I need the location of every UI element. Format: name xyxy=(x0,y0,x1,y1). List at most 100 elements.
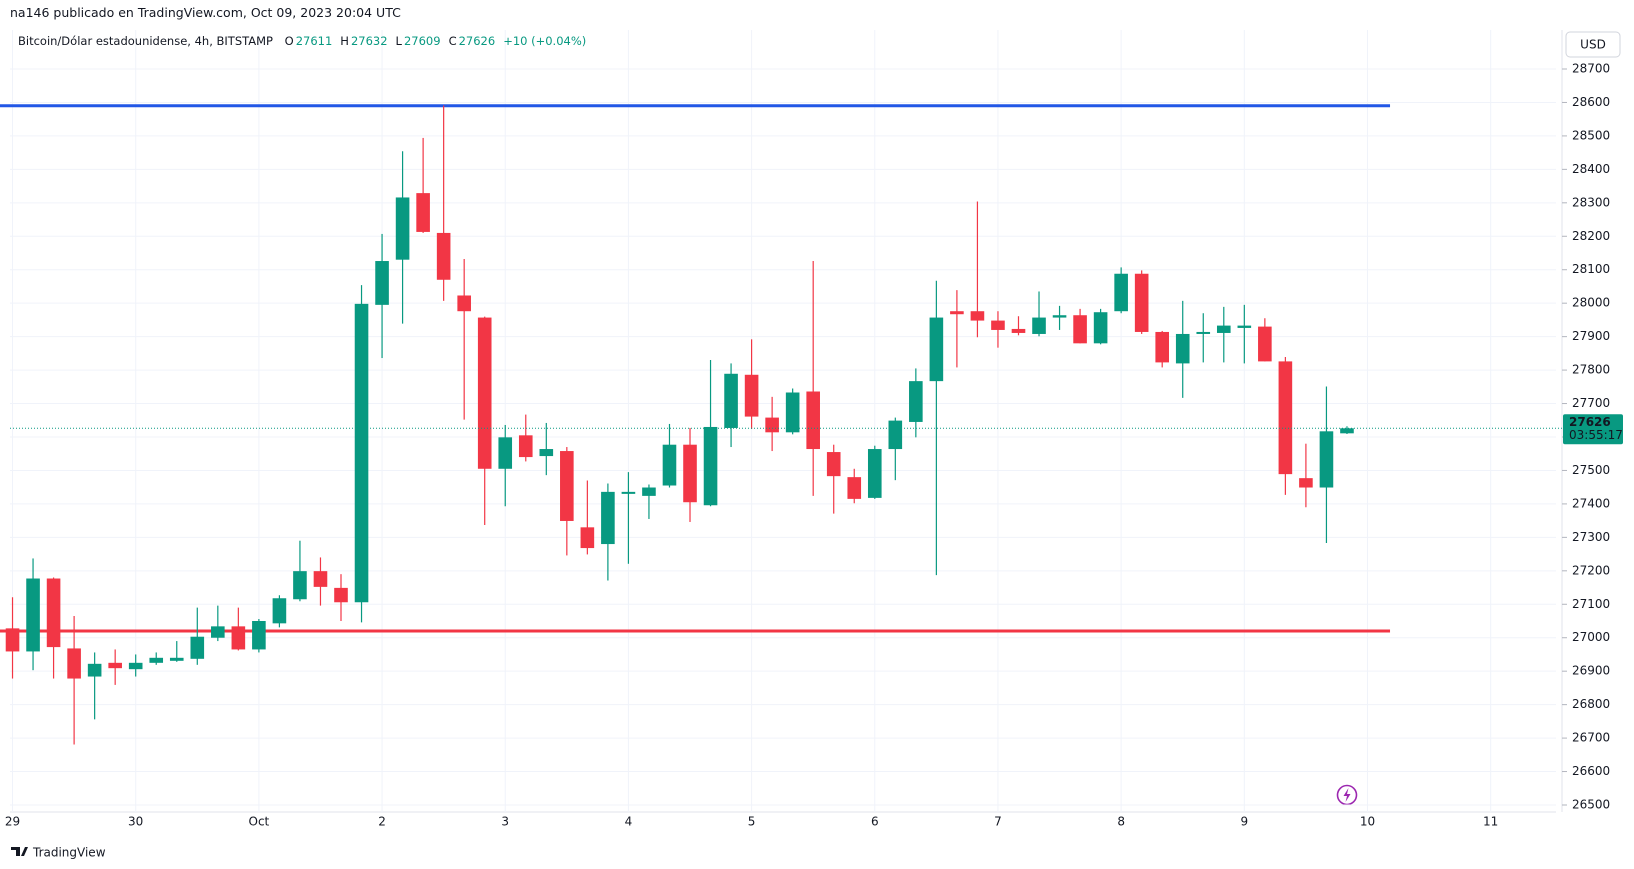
candle-body xyxy=(518,435,533,458)
x-tick-label: 9 xyxy=(1240,815,1248,829)
candle-body xyxy=(5,628,20,652)
candle-body xyxy=(703,426,718,506)
ohlc-letter: H xyxy=(340,34,349,48)
candle-body xyxy=(252,621,266,650)
candle-body xyxy=(785,392,800,433)
last-price-label: 27626 xyxy=(1569,415,1611,429)
countdown: 03:55:17 xyxy=(1569,428,1623,442)
change: +10 (+0.04%) xyxy=(503,34,587,48)
candle-body xyxy=(375,261,389,305)
y-tick-label: 27700 xyxy=(1572,396,1610,410)
y-tick-label: 28700 xyxy=(1572,62,1610,76)
candle-body xyxy=(67,648,81,679)
candle-body xyxy=(334,587,348,603)
alert-icon xyxy=(1336,784,1358,806)
candle-body xyxy=(867,449,882,498)
y-tick-label: 27400 xyxy=(1572,496,1610,510)
candle-body xyxy=(416,193,430,232)
candle-body xyxy=(354,303,369,603)
ohlc-value: 27626 xyxy=(458,34,496,48)
y-tick-label: 28600 xyxy=(1572,95,1610,109)
y-tick-label: 26700 xyxy=(1572,731,1610,745)
candle-body xyxy=(580,527,595,549)
x-tick-label: 5 xyxy=(748,815,756,829)
candle-body xyxy=(293,571,307,600)
candle-body xyxy=(991,320,1005,330)
candle-body xyxy=(888,420,903,450)
candle-body xyxy=(662,444,677,486)
candle-body xyxy=(1073,315,1087,344)
ohlc-letter: C xyxy=(448,34,457,48)
candle-body xyxy=(683,444,697,503)
y-tick-label: 27000 xyxy=(1572,630,1610,644)
x-tick-label: 10 xyxy=(1360,815,1375,829)
y-tick-label: 28000 xyxy=(1572,296,1610,310)
candle-body xyxy=(1032,317,1046,334)
candle-body xyxy=(87,663,102,677)
y-tick-label: 28200 xyxy=(1572,229,1610,243)
y-tick-label: 28100 xyxy=(1572,262,1610,276)
candle-body xyxy=(1093,312,1108,344)
candle-body xyxy=(621,491,636,494)
candle-body xyxy=(477,317,492,469)
candle-body xyxy=(1052,315,1067,318)
candle-body xyxy=(457,295,471,312)
y-tick-label: 28400 xyxy=(1572,162,1610,176)
y-tick-label: 28300 xyxy=(1572,195,1610,209)
ohlc-letter: O xyxy=(284,34,294,48)
ohlc-value: 27611 xyxy=(295,34,333,48)
candle-body xyxy=(1175,333,1190,364)
candle-body xyxy=(149,657,164,663)
y-tick-label: 27900 xyxy=(1572,329,1610,343)
x-tick-label: Oct xyxy=(249,815,270,829)
last-price-box xyxy=(1563,414,1623,445)
candle-body xyxy=(436,232,451,280)
candle-body xyxy=(26,578,40,652)
candle-body xyxy=(970,311,985,321)
y-tick-label: 28500 xyxy=(1572,128,1610,142)
y-tick-label: 26600 xyxy=(1572,764,1610,778)
candle-body xyxy=(847,477,862,499)
candle-body xyxy=(272,598,287,624)
currency-box xyxy=(1565,31,1621,58)
candle-body xyxy=(1237,325,1252,328)
candle-body xyxy=(190,636,205,659)
candle-body xyxy=(211,626,225,638)
x-tick-label: 29 xyxy=(5,815,20,829)
x-tick-label: 30 xyxy=(128,815,143,829)
candle-body xyxy=(1278,361,1293,475)
candle-body xyxy=(128,662,143,670)
candle-body xyxy=(1340,428,1354,434)
ohlc-value: 27632 xyxy=(350,34,388,48)
candle-body xyxy=(1258,326,1272,362)
plot: 26500 26600 26700 26800 26900 27000 27100 27200… xyxy=(0,30,1623,829)
candle-body xyxy=(560,451,574,521)
candle-body xyxy=(169,657,184,661)
legend: Bitcoin/Dólar estadounidense, 4h, BITSTA… xyxy=(18,34,588,48)
currency: USD xyxy=(1580,38,1606,52)
candle-body xyxy=(826,452,841,477)
symbol: Bitcoin/Dólar estadounidense, 4h, BITSTA… xyxy=(18,34,273,48)
x-tick-label: 4 xyxy=(625,815,633,829)
candle-body xyxy=(1216,325,1231,333)
y-tick-label: 27500 xyxy=(1572,463,1610,477)
candle-body xyxy=(539,449,554,457)
candle-body xyxy=(909,381,923,422)
candle-body xyxy=(806,391,820,450)
candle-body xyxy=(46,578,61,648)
y-tick-label: 27800 xyxy=(1572,363,1610,377)
tv-logo xyxy=(11,847,28,856)
candle-body xyxy=(601,491,615,545)
candle-body xyxy=(1134,273,1149,332)
y-tick-label: 27200 xyxy=(1572,563,1610,577)
candle-body xyxy=(108,662,122,669)
candle-body xyxy=(1196,331,1211,334)
footer-brand: TradingView xyxy=(32,846,106,860)
candle-body xyxy=(1011,328,1026,333)
candle-body xyxy=(231,626,246,650)
y-tick-label: 26500 xyxy=(1572,798,1610,812)
candle-body xyxy=(1299,478,1313,488)
candle-body xyxy=(950,311,964,315)
candle-body xyxy=(313,571,328,587)
